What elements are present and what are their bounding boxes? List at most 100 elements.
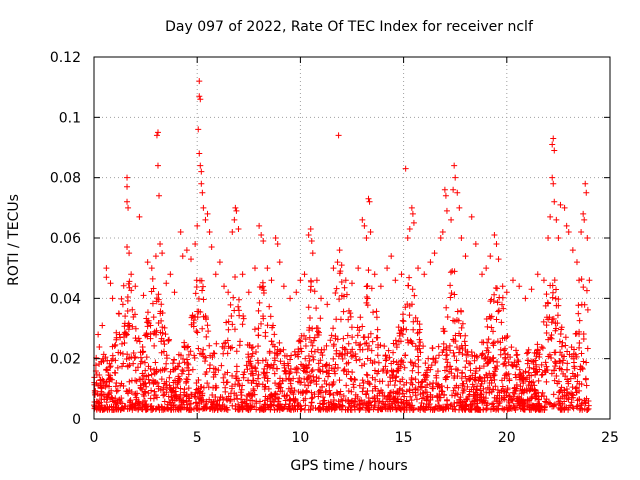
data-point-dense — [530, 365, 537, 372]
data-point-dense — [557, 358, 564, 365]
data-point-dense — [345, 388, 352, 395]
data-point — [197, 162, 204, 169]
data-point — [402, 165, 409, 172]
data-point-dense — [562, 342, 569, 349]
data-point-dense — [271, 355, 278, 362]
data-point-dense — [145, 390, 152, 397]
data-point — [534, 271, 541, 278]
data-point-dense — [490, 372, 497, 379]
data-point-dense — [412, 343, 419, 350]
data-point-dense — [338, 279, 345, 286]
data-point-dense — [277, 388, 284, 395]
data-point-dense — [412, 386, 419, 393]
data-point-dense — [169, 360, 176, 367]
data-point — [499, 283, 506, 290]
data-point-dense — [379, 389, 386, 396]
data-point-dense — [551, 367, 558, 374]
data-point-dense — [227, 397, 234, 404]
data-point — [196, 93, 203, 100]
data-point-dense — [513, 361, 520, 368]
data-point-dense — [446, 342, 453, 349]
data-point-dense — [211, 350, 218, 357]
data-point-dense — [323, 381, 330, 388]
data-point-dense — [231, 390, 238, 397]
data-point-dense — [471, 357, 478, 364]
data-point-dense — [236, 296, 243, 303]
data-point — [245, 289, 252, 296]
data-point-dense — [461, 338, 468, 345]
data-point-dense — [401, 393, 408, 400]
data-point-dense — [317, 357, 324, 364]
data-point-dense — [382, 352, 389, 359]
data-point — [549, 141, 556, 148]
data-point-dense — [323, 388, 330, 395]
data-point-dense — [114, 387, 121, 394]
data-point-dense — [130, 360, 137, 367]
data-point-dense — [253, 400, 260, 407]
data-point — [583, 189, 590, 196]
data-point-dense — [258, 405, 265, 412]
data-point-dense — [256, 283, 263, 290]
data-point — [119, 301, 126, 308]
data-point — [308, 238, 315, 245]
data-point-dense — [471, 391, 478, 398]
data-point-dense — [315, 360, 322, 367]
data-point-dense — [370, 309, 377, 316]
data-point — [334, 259, 341, 266]
data-point-dense — [564, 360, 571, 367]
data-point-dense — [467, 367, 474, 374]
data-point-dense — [369, 338, 376, 345]
data-point-dense — [332, 370, 339, 377]
data-point-dense — [374, 370, 381, 377]
data-point-dense — [333, 347, 340, 354]
data-point-dense — [235, 406, 242, 413]
data-point — [551, 198, 558, 205]
data-point-dense — [581, 397, 588, 404]
data-point-dense — [199, 325, 206, 332]
data-point-dense — [397, 378, 404, 385]
data-point-dense — [165, 337, 172, 344]
data-point-dense — [295, 378, 302, 385]
data-point-dense — [365, 394, 372, 401]
data-point-dense — [583, 287, 590, 294]
data-point-dense — [386, 392, 393, 399]
data-point-dense — [126, 398, 133, 405]
data-point — [563, 222, 570, 229]
data-point-dense — [294, 406, 301, 413]
data-point-dense — [490, 358, 497, 365]
data-point — [452, 174, 459, 181]
data-point-dense — [459, 320, 466, 327]
data-point-dense — [319, 383, 326, 390]
data-point — [456, 204, 463, 211]
data-point-dense — [103, 366, 110, 373]
data-point-dense — [535, 377, 542, 384]
data-point-dense — [351, 403, 358, 410]
data-point-dense — [120, 360, 127, 367]
data-point-dense — [287, 406, 294, 413]
data-point-dense — [116, 310, 123, 317]
data-point — [154, 162, 161, 169]
data-point — [152, 253, 159, 260]
data-point-dense — [458, 324, 465, 331]
data-point-dense — [215, 367, 222, 374]
data-point-dense — [394, 367, 401, 374]
data-point-dense — [495, 308, 502, 315]
data-point-dense — [243, 362, 250, 369]
data-point-dense — [129, 306, 136, 313]
data-point-dense — [553, 302, 560, 309]
data-point-dense — [451, 353, 458, 360]
data-point-dense — [549, 316, 556, 323]
data-point-dense — [408, 375, 415, 382]
data-point-dense — [553, 286, 560, 293]
data-point-dense — [373, 334, 380, 341]
data-point-dense — [399, 317, 406, 324]
data-point — [95, 331, 102, 338]
data-point-dense — [352, 339, 359, 346]
data-point-dense — [195, 295, 202, 302]
data-point-dense — [556, 338, 563, 345]
data-point-dense — [315, 331, 322, 338]
data-point-dense — [274, 350, 281, 357]
data-point-dense — [140, 348, 147, 355]
data-point-dense — [199, 287, 206, 294]
data-point-dense — [350, 352, 357, 359]
